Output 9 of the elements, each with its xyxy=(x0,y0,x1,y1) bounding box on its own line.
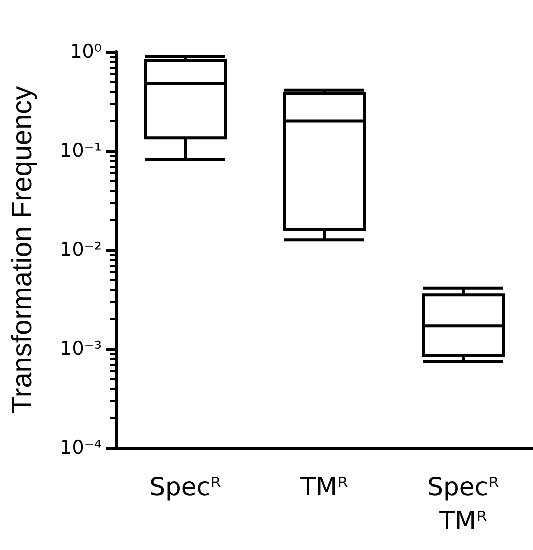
y-axis-title: Transformation Frequency xyxy=(6,86,38,414)
y-tick-label: 10⁰ xyxy=(70,41,102,63)
y-tick-label: 10⁻³ xyxy=(60,338,102,360)
y-tick-label: 10⁻¹ xyxy=(60,140,102,162)
y-tick-label: 10⁻⁴ xyxy=(60,437,102,459)
x-tick-label: Specᴿ TMᴿ xyxy=(428,472,500,536)
y-tick-label: 10⁻² xyxy=(60,239,102,261)
x-tick-label: TMᴿ xyxy=(300,472,348,502)
x-tick-label: Specᴿ xyxy=(150,472,222,502)
